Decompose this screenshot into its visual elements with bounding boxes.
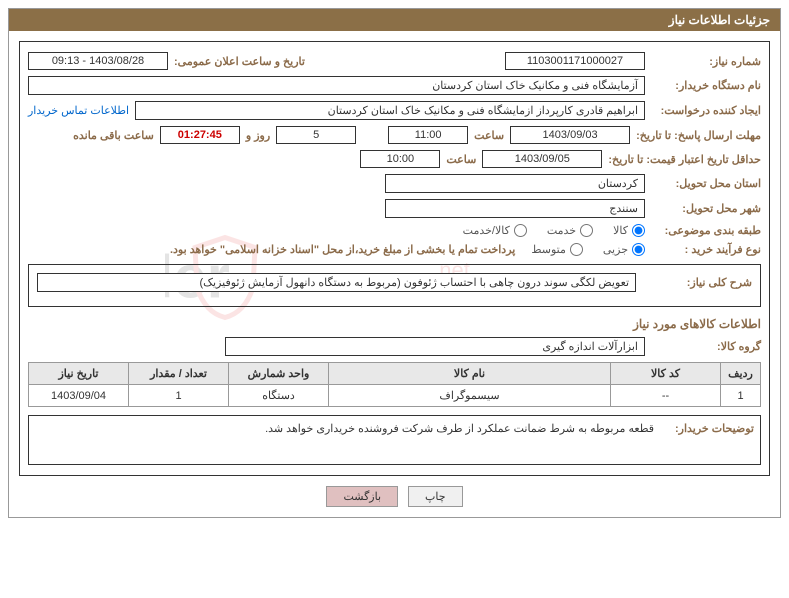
goods-table: ردیف کد کالا نام کالا واحد شمارش تعداد /…: [28, 362, 761, 407]
deadline-label: مهلت ارسال پاسخ: تا تاریخ:: [636, 129, 761, 142]
announce-label: تاریخ و ساعت اعلان عمومی:: [174, 55, 305, 68]
goods-info-title: اطلاعات کالاهای مورد نیاز: [28, 317, 761, 331]
td-code: --: [611, 385, 721, 407]
button-row: چاپ بازگشت: [19, 486, 770, 507]
td-row: 1: [721, 385, 761, 407]
panel-title: جزئیات اطلاعات نیاز: [9, 9, 780, 31]
remain-time: 01:27:45: [160, 126, 240, 144]
radio-medium-label: متوسط: [531, 243, 566, 256]
th-code: کد کالا: [611, 363, 721, 385]
summary-box: شرح کلی نیاز: تعویض لکگی سوند درون چاهی …: [28, 264, 761, 307]
th-qty: تعداد / مقدار: [129, 363, 229, 385]
buyer-org-value: آزمایشگاه فنی و مکانیک خاک استان کردستان: [28, 76, 645, 95]
time-label-2: ساعت: [446, 153, 476, 166]
th-unit: واحد شمارش: [229, 363, 329, 385]
td-date: 1403/09/04: [29, 385, 129, 407]
radio-both[interactable]: [514, 224, 527, 237]
contact-link[interactable]: اطلاعات تماس خریدار: [28, 104, 129, 117]
requester-label: ایجاد کننده درخواست:: [651, 104, 761, 117]
ptype-radios: جزیی متوسط: [531, 243, 645, 256]
day-and-label: روز و: [246, 129, 270, 142]
city-label: شهر محل تحویل:: [651, 202, 761, 215]
payment-note: پرداخت تمام یا بخشی از مبلغ خرید،از محل …: [170, 243, 515, 256]
category-radios: کالا خدمت کالا/خدمت: [463, 224, 645, 237]
th-date: تاریخ نیاز: [29, 363, 129, 385]
summary-value: تعویض لکگی سوند درون چاهی با احتساب ژئوف…: [37, 273, 636, 292]
time-label-1: ساعت: [474, 129, 504, 142]
th-row: ردیف: [721, 363, 761, 385]
category-label: طبقه بندی موضوعی:: [651, 224, 761, 237]
radio-service-label: خدمت: [547, 224, 576, 237]
need-no-value: 1103001171000027: [505, 52, 645, 70]
summary-label: شرح کلی نیاز:: [642, 276, 752, 289]
validity-date: 1403/09/05: [482, 150, 602, 168]
ptype-label: نوع فرآیند خرید :: [651, 243, 761, 256]
th-name: نام کالا: [329, 363, 611, 385]
radio-partial[interactable]: [632, 243, 645, 256]
announce-value: 1403/08/28 - 09:13: [28, 52, 168, 70]
buyer-notes-label: توضیحات خریدار:: [664, 422, 754, 435]
deadline-date: 1403/09/03: [510, 126, 630, 144]
table-row: 1 -- سیسموگراف دستگاه 1 1403/09/04: [29, 385, 761, 407]
validity-label: حداقل تاریخ اعتبار قیمت: تا تاریخ:: [608, 153, 761, 166]
buyer-org-label: نام دستگاه خریدار:: [651, 79, 761, 92]
details-box: شماره نیاز: 1103001171000027 تاریخ و ساع…: [19, 41, 770, 476]
main-panel: جزئیات اطلاعات نیاز AriaTender .net شمار…: [8, 8, 781, 518]
radio-medium[interactable]: [570, 243, 583, 256]
remaining-label: ساعت باقی مانده: [73, 129, 154, 142]
radio-goods-label: کالا: [613, 224, 628, 237]
radio-goods[interactable]: [632, 224, 645, 237]
remain-days: 5: [276, 126, 356, 144]
city-value: سنندج: [385, 199, 645, 218]
province-value: کردستان: [385, 174, 645, 193]
buyer-notes-value: قطعه مربوطه به شرط ضمانت عملکرد از طرف ش…: [265, 422, 654, 435]
print-button[interactable]: چاپ: [408, 486, 463, 507]
radio-partial-label: جزیی: [603, 243, 628, 256]
requester-value: ابراهیم قادری کارپرداز ازمایشگاه فنی و م…: [135, 101, 645, 120]
goods-group-value: ابزارآلات اندازه گیری: [225, 337, 645, 356]
back-button[interactable]: بازگشت: [326, 486, 398, 507]
td-qty: 1: [129, 385, 229, 407]
td-unit: دستگاه: [229, 385, 329, 407]
goods-group-label: گروه کالا:: [651, 340, 761, 353]
validity-time: 10:00: [360, 150, 440, 168]
deadline-time: 11:00: [388, 126, 468, 144]
radio-service[interactable]: [580, 224, 593, 237]
need-no-label: شماره نیاز:: [651, 55, 761, 68]
radio-both-label: کالا/خدمت: [463, 224, 510, 237]
td-name: سیسموگراف: [329, 385, 611, 407]
province-label: استان محل تحویل:: [651, 177, 761, 190]
buyer-notes-box: توضیحات خریدار: قطعه مربوطه به شرط ضمانت…: [28, 415, 761, 465]
